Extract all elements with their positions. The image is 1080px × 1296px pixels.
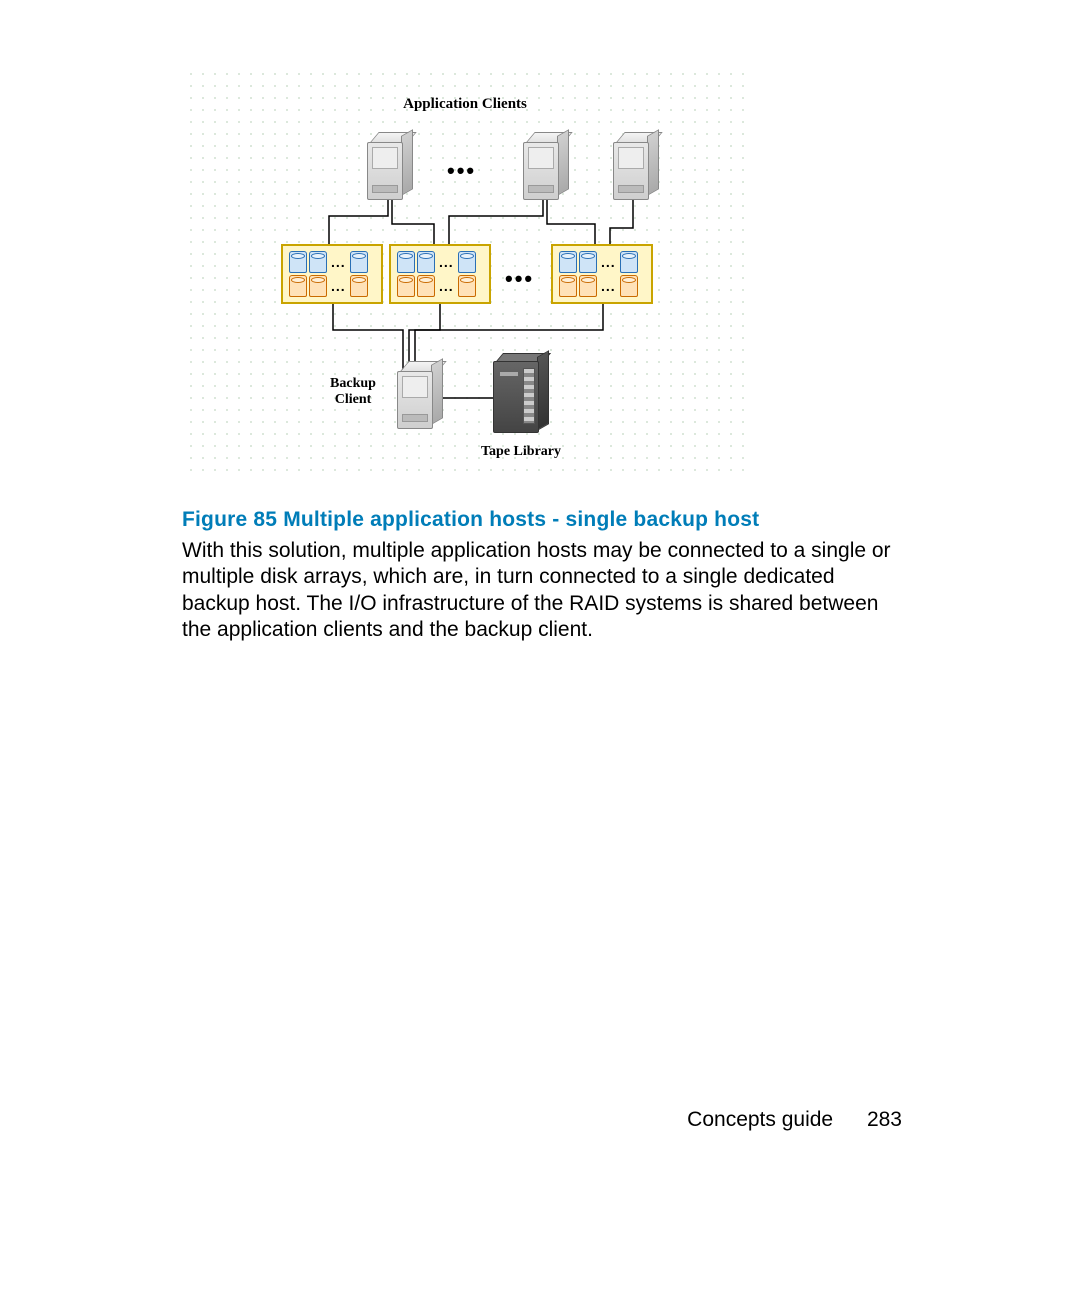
figure-diagram: Application Clients ••• ... ... ... ... … xyxy=(185,68,745,473)
ellipsis-icon: ... xyxy=(331,254,346,270)
backup-client-label: Backup Client xyxy=(313,376,393,408)
body-paragraph: With this solution, multiple application… xyxy=(182,538,902,644)
disk-array-icon: ... ... xyxy=(551,244,653,304)
ellipsis-icon: ... xyxy=(439,254,454,270)
page-footer: Concepts guide 283 xyxy=(687,1108,902,1132)
footer-label: Concepts guide xyxy=(687,1108,833,1131)
ellipsis-icon: ••• xyxy=(447,158,476,184)
server-icon xyxy=(367,132,413,198)
disk-array-icon: ... ... xyxy=(389,244,491,304)
server-icon xyxy=(613,132,659,198)
backup-client-label-line1: Backup xyxy=(330,376,376,391)
ellipsis-icon: ... xyxy=(331,278,346,294)
disk-array-icon: ... ... xyxy=(281,244,383,304)
figure-caption: Figure 85 Multiple application hosts - s… xyxy=(182,508,759,532)
ellipsis-icon: ••• xyxy=(505,266,534,292)
application-clients-label: Application Clients xyxy=(365,96,565,113)
ellipsis-icon: ... xyxy=(601,278,616,294)
backup-client-label-line2: Client xyxy=(335,392,372,407)
ellipsis-icon: ... xyxy=(601,254,616,270)
tape-library-label: Tape Library xyxy=(461,444,581,460)
page-number: 283 xyxy=(867,1108,902,1131)
tape-library-icon xyxy=(493,361,549,437)
server-icon xyxy=(397,361,443,427)
page: Application Clients ••• ... ... ... ... … xyxy=(0,0,1080,1296)
ellipsis-icon: ... xyxy=(439,278,454,294)
server-icon xyxy=(523,132,569,198)
